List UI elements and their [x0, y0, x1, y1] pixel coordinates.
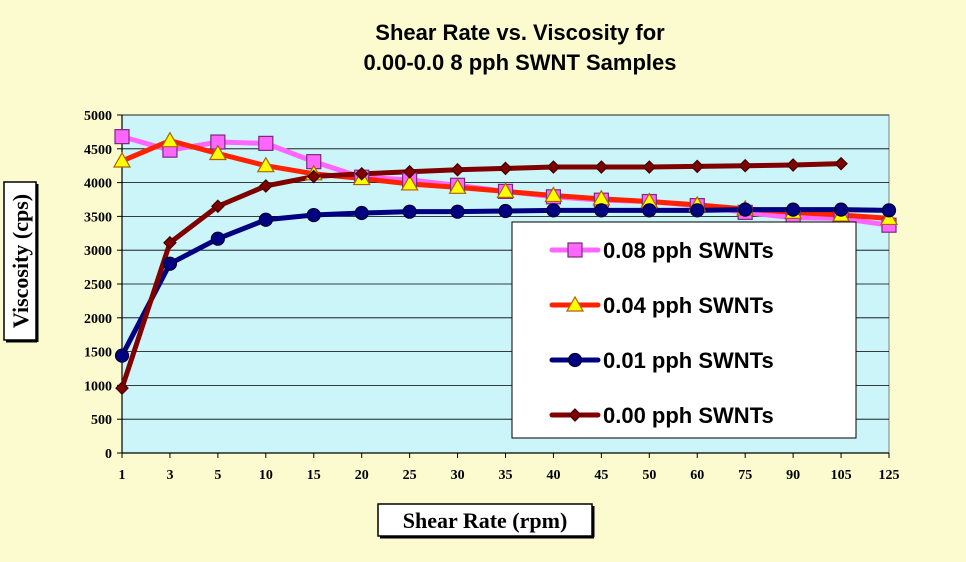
y-tick-label: 1000	[84, 379, 112, 394]
data-point-s3-9	[546, 160, 561, 174]
legend-swatch-marker-0	[567, 242, 583, 258]
data-point-s3-15	[834, 156, 848, 171]
data-point-s2-4	[306, 207, 321, 223]
y-tick-label: 4500	[84, 143, 112, 158]
data-point-s2-16	[881, 203, 897, 218]
x-tick-label: 30	[451, 468, 465, 483]
data-point-s3-14	[786, 158, 800, 172]
data-point-s1-1	[160, 131, 179, 148]
x-tick-label: 15	[307, 468, 321, 483]
x-tick-label: 60	[690, 468, 704, 483]
x-tick-label: 45	[594, 468, 608, 483]
data-point-s1-6	[400, 174, 419, 191]
y-tick-label: 2000	[84, 312, 112, 327]
x-tick-label: 105	[831, 468, 852, 483]
legend-label-3: 0.00 pph SWNTs	[603, 403, 774, 428]
y-tick-label: 4000	[84, 177, 112, 192]
data-point-s0-3	[258, 135, 274, 151]
legend-label-1: 0.04 pph SWNTs	[603, 293, 774, 318]
y-tick-label: 5000	[84, 109, 112, 124]
x-tick-label: 1	[119, 468, 126, 483]
data-point-s1-0	[112, 151, 132, 168]
data-point-s2-11	[642, 203, 657, 218]
data-point-s3-12	[690, 159, 705, 174]
data-point-s3-11	[642, 160, 657, 174]
legend-swatch-marker-3	[568, 408, 582, 422]
data-point-s3-10	[594, 160, 609, 174]
x-tick-label: 20	[355, 468, 369, 483]
y-tick-label: 2500	[84, 278, 112, 293]
data-point-s3-8	[498, 161, 513, 176]
data-point-s1-8	[496, 182, 515, 198]
x-tick-label: 10	[259, 468, 273, 483]
legend-label-0: 0.08 pph SWNTs	[603, 238, 774, 263]
data-point-s2-14	[786, 202, 801, 217]
y-axis-title-box: Viscosity (cps)	[3, 181, 39, 343]
data-point-s2-3	[258, 212, 273, 227]
x-axis-ticks: 1 3 5 10 15 20 25 30 35 40 45 50 60 75 90 105 125	[119, 452, 900, 483]
data-point-s3-3	[258, 179, 273, 193]
data-point-s2-15	[833, 202, 849, 217]
data-point-s0-0	[114, 129, 130, 145]
x-tick-label: 25	[403, 468, 417, 483]
y-tick-label: 3500	[84, 210, 112, 225]
x-axis-title-box: Shear Rate (rpm)	[377, 503, 595, 539]
x-tick-label: 125	[879, 468, 900, 483]
x-tick-label: 90	[786, 468, 800, 483]
data-point-s2-5	[354, 205, 369, 221]
data-point-s2-12	[690, 203, 705, 218]
y-tick-label: 1500	[84, 346, 112, 361]
data-point-s2-8	[498, 203, 513, 219]
x-tick-label: 50	[642, 468, 656, 483]
data-point-s1-9	[544, 186, 563, 203]
x-tick-label: 40	[546, 468, 560, 483]
legend-swatch-marker-2	[567, 352, 583, 368]
y-axis-ticks: 0 500 1000 1500 2000 2500 3000 3500 4000 4500 5000	[84, 109, 123, 462]
x-tick-label: 75	[738, 468, 752, 483]
data-point-s2-1	[162, 256, 178, 271]
y-tick-label: 500	[91, 413, 112, 428]
data-point-s2-2	[210, 231, 225, 246]
data-point-s3-1	[163, 235, 177, 250]
x-axis-title: Shear Rate (rpm)	[403, 508, 568, 533]
chart-title-line-1: Shear Rate vs. Viscosity for	[375, 20, 665, 45]
data-point-s3-13	[738, 158, 753, 173]
data-point-s1-2	[208, 144, 227, 161]
data-point-s3-5	[354, 166, 369, 181]
data-point-s3-0	[115, 381, 129, 395]
data-point-s2-9	[546, 203, 561, 218]
legend-swatch-marker-1	[565, 295, 585, 312]
data-point-s2-10	[594, 203, 609, 218]
data-point-s2-7	[450, 204, 465, 219]
legend-label-2: 0.01 pph SWNTs	[603, 348, 774, 373]
data-point-s3-6	[402, 164, 417, 179]
y-axis-title: Viscosity (cps)	[8, 194, 33, 328]
x-tick-label: 5	[214, 468, 221, 483]
legend: 0.08 pph SWNTs 0.04 pph SWNTs 0.01 pph SWN…	[511, 221, 857, 439]
data-point-s2-13	[738, 202, 753, 217]
data-point-s1-16	[879, 209, 899, 226]
data-point-s1-3	[256, 156, 275, 173]
x-tick-label: 35	[499, 468, 513, 483]
series-line-3	[119, 161, 844, 391]
y-tick-label: 3000	[84, 244, 112, 259]
data-point-s2-0	[114, 348, 130, 363]
data-point-s1-7	[448, 178, 467, 194]
chart-title-line-2: 0.00-0.0 8 pph SWNT Samples	[364, 50, 677, 75]
x-tick-label: 3	[166, 468, 173, 483]
data-point-s3-4	[306, 169, 321, 184]
data-point-s3-7	[450, 162, 465, 177]
series-markers	[112, 129, 899, 395]
data-point-s2-6	[402, 204, 417, 219]
data-point-s3-2	[211, 199, 225, 214]
y-tick-label: 0	[105, 447, 112, 462]
